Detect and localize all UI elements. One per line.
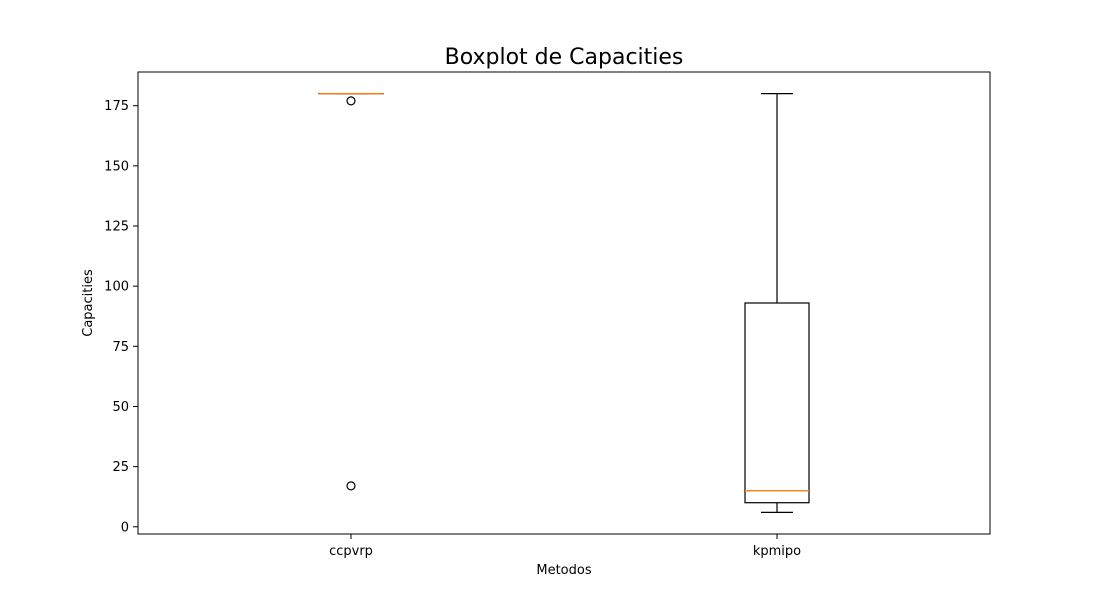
plot-area: 0 25 50 75 100 125 150 175 ccpvrp kpmipo bbox=[104, 71, 991, 559]
x-axis-label: Metodos bbox=[536, 563, 591, 578]
x-tick-label: ccpvrp bbox=[329, 544, 373, 559]
y-tick-label: 175 bbox=[104, 99, 129, 114]
x-tick-label: kpmipo bbox=[753, 544, 801, 559]
y-tick-label: 25 bbox=[112, 460, 129, 475]
y-tick-label: 125 bbox=[104, 220, 129, 235]
y-tick-label: 100 bbox=[104, 280, 129, 295]
chart-title: Boxplot de Capacities bbox=[445, 45, 684, 70]
y-axis-label: Capacities bbox=[81, 269, 96, 337]
y-tick-label: 150 bbox=[104, 159, 129, 174]
box-kpmipo bbox=[744, 302, 810, 504]
y-tick-label: 75 bbox=[112, 340, 129, 355]
outlier-point bbox=[346, 481, 356, 491]
y-tick-label: 50 bbox=[112, 400, 129, 415]
plot-frame bbox=[137, 71, 991, 535]
y-tick-label: 0 bbox=[121, 520, 129, 535]
outlier-point bbox=[346, 96, 356, 106]
